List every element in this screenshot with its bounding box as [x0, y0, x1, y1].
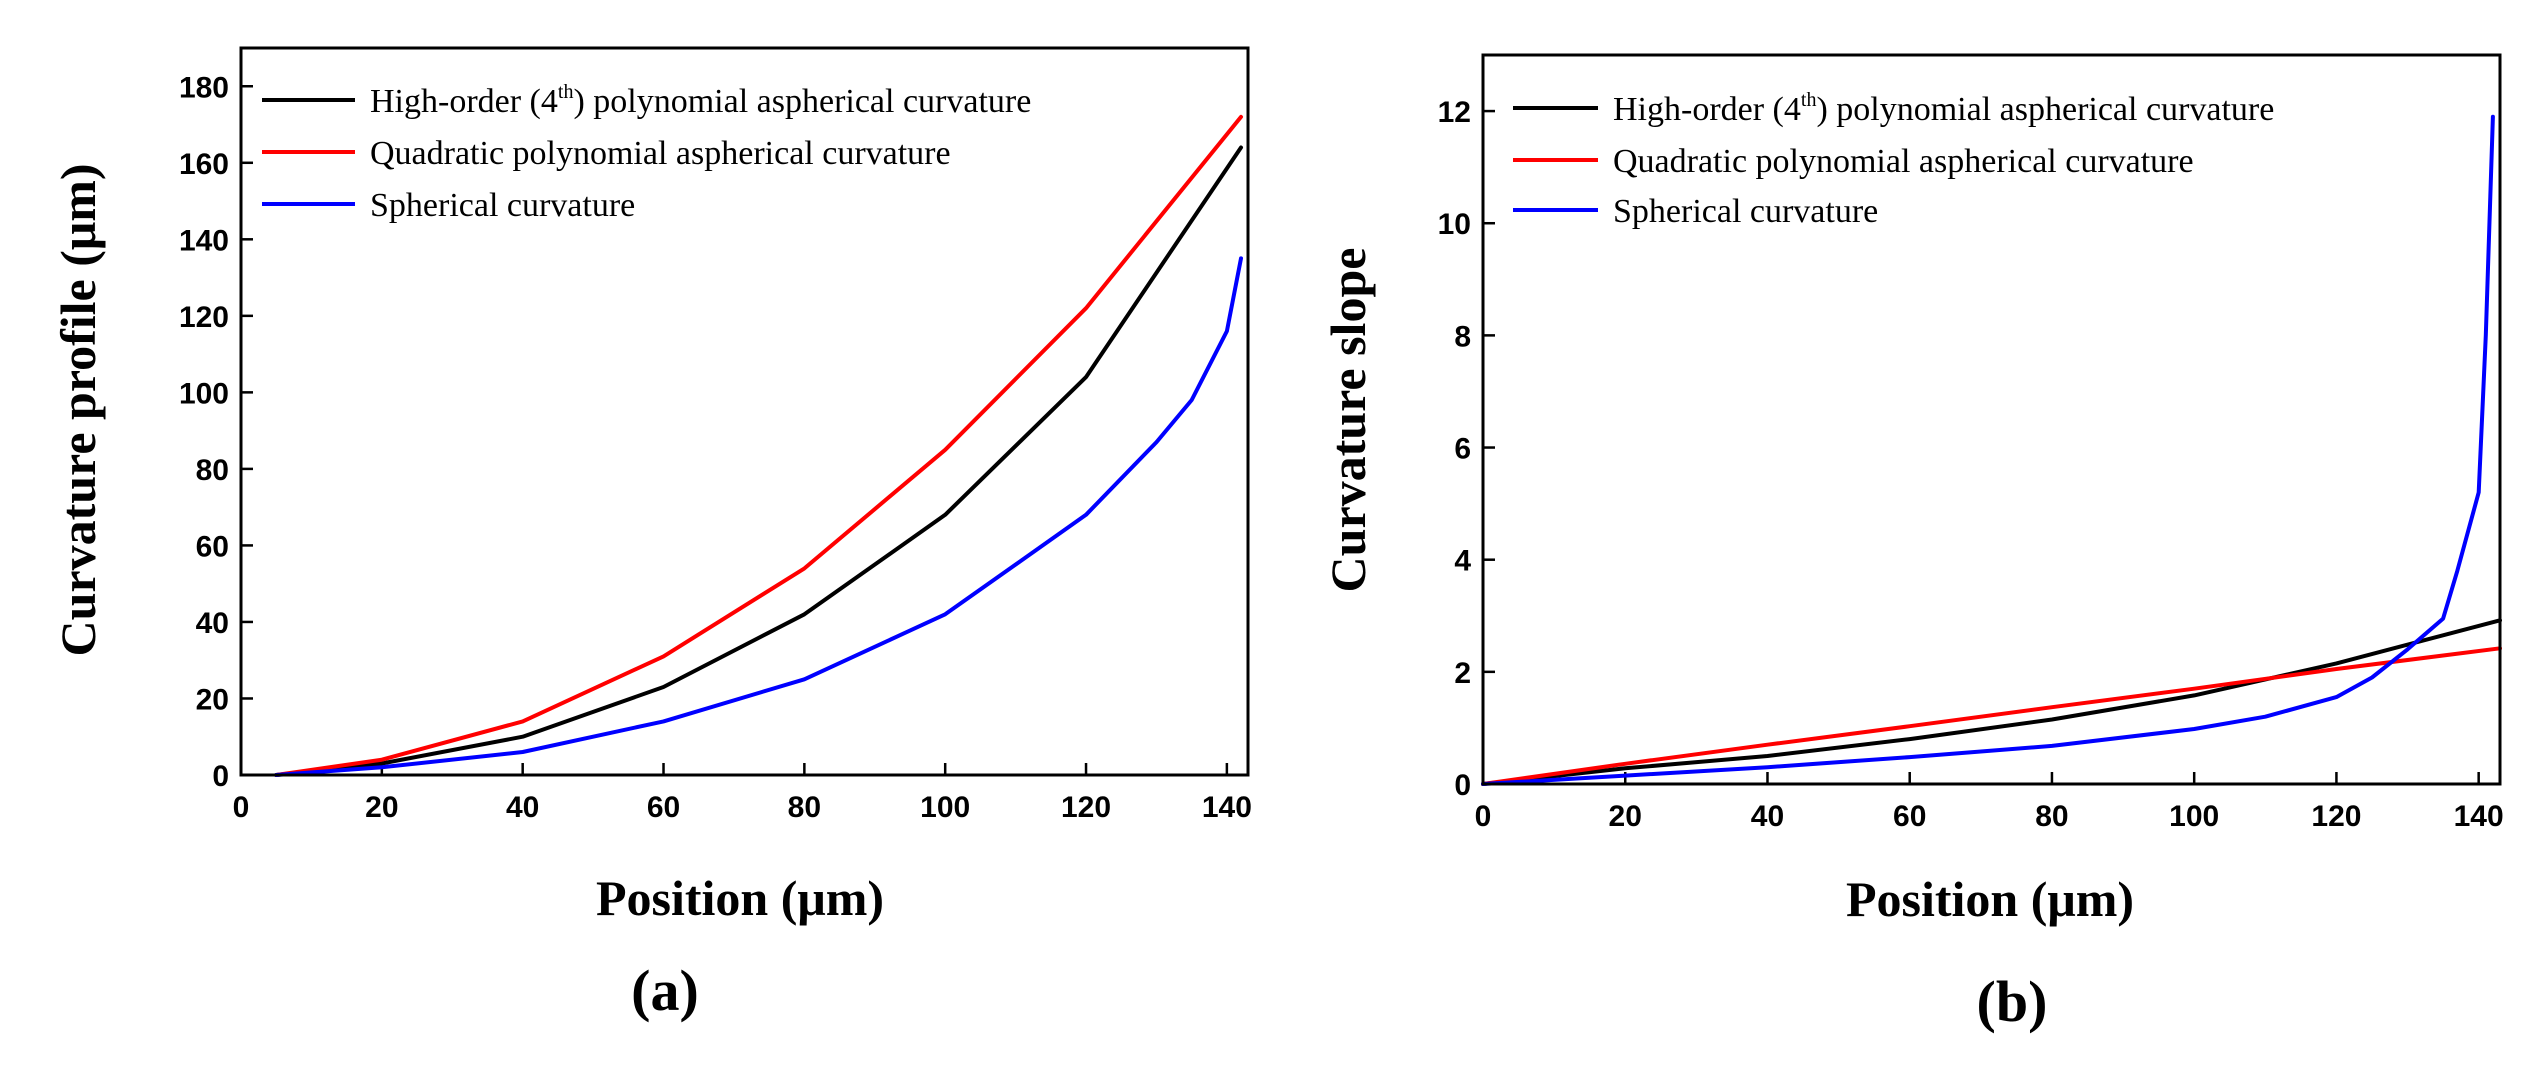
x-tick-label: 0 [233, 791, 250, 824]
axis-ticks-b: 0 20 40 60 80 100 120 140 0 2 4 6 8 10 12 [1438, 96, 2504, 833]
x-tick-label: 20 [1609, 800, 1642, 833]
axis-ticks-a: 0 20 40 60 80 100 120 140 0 20 40 60 80 100 120 140 160 1… [179, 71, 1252, 824]
y-tick-label: 10 [1438, 208, 1471, 241]
legend-text-rest: ) polynomial aspherical curvature [573, 83, 1031, 120]
legend-a: High-order (4th) polynomial aspherical c… [262, 81, 1031, 224]
y-tick-label: 0 [1454, 769, 1471, 802]
x-axis-title-b: Position (μm) [1846, 871, 2134, 927]
y-tick-label: 12 [1438, 96, 1471, 129]
series-line-2 [1481, 646, 2502, 786]
y-tick-label: 120 [179, 301, 229, 334]
x-tick-label: 140 [2454, 800, 2504, 833]
x-tick-label: 100 [2169, 800, 2219, 833]
legend-text-main: High-order (4 [1613, 91, 1801, 128]
x-tick-label: 120 [2311, 800, 2361, 833]
x-tick-label: 60 [1893, 800, 1926, 833]
y-tick-label: 20 [196, 683, 229, 716]
y-tick-label: 140 [179, 224, 229, 257]
series-line-1 [274, 145, 1243, 777]
panel-label-a: (a) [631, 958, 699, 1023]
series-line-3 [274, 256, 1243, 777]
y-tick-label: 2 [1454, 657, 1471, 690]
series-lines-b [1481, 114, 2502, 786]
y-tick-label: 4 [1454, 545, 1471, 578]
legend-text-sup: th [1801, 89, 1817, 111]
legend-entry-2: Quadratic polynomial aspherical curvatur… [370, 135, 951, 172]
x-tick-label: 40 [1751, 800, 1784, 833]
x-tick-label: 100 [920, 791, 970, 824]
series-line-3 [1481, 114, 2495, 786]
legend-entry-2: Quadratic polynomial aspherical curvatur… [1613, 143, 2194, 180]
legend-entry-3: Spherical curvature [370, 187, 635, 224]
y-tick-label: 100 [179, 377, 229, 410]
legend-entry-3: Spherical curvature [1613, 193, 1878, 230]
y-axis-title-b: Curvature slope [1320, 248, 1376, 593]
x-tick-label: 140 [1202, 791, 1252, 824]
y-tick-label: 8 [1454, 320, 1471, 353]
legend-entry-1: High-order (4th) polynomial aspherical c… [1613, 89, 2274, 128]
x-axis-title-a: Position (μm) [596, 870, 884, 926]
x-tick-label: 80 [788, 791, 821, 824]
series-lines-a [274, 114, 1243, 777]
legend-text-sup: th [558, 81, 574, 103]
y-tick-label: 0 [212, 760, 229, 793]
chart-panel-a: 0 20 40 60 80 100 120 140 0 20 40 60 80 100 120 140 160 1… [50, 46, 1252, 1023]
x-tick-label: 120 [1061, 791, 1111, 824]
y-tick-label: 60 [196, 530, 229, 563]
legend-entry-1: High-order (4th) polynomial aspherical c… [370, 81, 1031, 120]
plot-frame-a [239, 46, 1250, 777]
x-tick-label: 20 [365, 791, 398, 824]
legend-text-rest: ) polynomial aspherical curvature [1816, 91, 2274, 128]
y-tick-label: 40 [196, 607, 229, 640]
x-tick-label: 0 [1475, 800, 1492, 833]
x-tick-label: 40 [506, 791, 539, 824]
y-tick-label: 160 [179, 148, 229, 181]
y-axis-title-a: Curvature profile (μm) [50, 163, 106, 656]
x-tick-label: 60 [647, 791, 680, 824]
legend-b: High-order (4th) polynomial aspherical c… [1513, 89, 2274, 230]
series-line-2 [274, 114, 1243, 777]
plot-frame-b [1481, 53, 2502, 786]
series-line-1 [1481, 618, 2502, 786]
y-tick-label: 6 [1454, 433, 1471, 466]
x-tick-label: 80 [2035, 800, 2068, 833]
chart-panel-b: 0 20 40 60 80 100 120 140 0 2 4 6 8 10 12 High-order (… [1320, 53, 2504, 1034]
y-tick-label: 80 [196, 454, 229, 487]
y-tick-label: 180 [179, 71, 229, 104]
legend-text-main: High-order (4 [370, 83, 558, 120]
panel-label-b: (b) [1977, 969, 2048, 1034]
